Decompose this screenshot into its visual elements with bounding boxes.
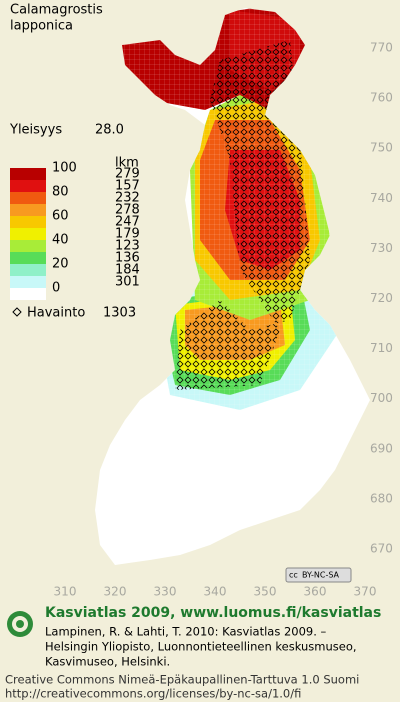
legend-scale-label: 40 bbox=[52, 233, 69, 248]
y-axis-label: 730 bbox=[370, 241, 393, 255]
y-axis-label: 750 bbox=[370, 141, 393, 155]
legend-count: 179 bbox=[115, 227, 140, 242]
x-axis-label: 340 bbox=[204, 585, 227, 599]
y-axis-label: 760 bbox=[370, 91, 393, 105]
citation-line: Lampinen, R. & Lahti, T. 2010: Kasviatla… bbox=[45, 625, 327, 639]
license-line: Creative Commons Nimeä-Epäkaupallinen-Ta… bbox=[5, 673, 359, 687]
y-axis-label: 690 bbox=[370, 441, 393, 455]
legend-count: 232 bbox=[115, 191, 140, 206]
x-axis-label: 360 bbox=[304, 585, 327, 599]
finland-map bbox=[95, 8, 370, 565]
legend-swatch bbox=[10, 204, 46, 216]
frequency-label: Yleisyys bbox=[9, 123, 62, 138]
y-axis-label: 770 bbox=[370, 41, 393, 55]
logo bbox=[7, 611, 33, 637]
legend-count: 136 bbox=[115, 251, 140, 266]
observations-label: Havainto bbox=[27, 306, 85, 321]
x-axis-label: 310 bbox=[54, 585, 77, 599]
title-line: lapponica bbox=[10, 19, 73, 34]
footer-heading: Kasviatlas 2009, www.luomus.fi/kasviatla… bbox=[45, 605, 381, 621]
legend-swatch bbox=[10, 276, 46, 288]
y-axis-label: 710 bbox=[370, 341, 393, 355]
license-line: http://creativecommons.org/licenses/by-n… bbox=[5, 687, 301, 701]
legend-count: 184 bbox=[115, 263, 140, 278]
x-axis-label: 330 bbox=[154, 585, 177, 599]
legend-count: 247 bbox=[115, 215, 140, 230]
frequency-value: 28.0 bbox=[95, 123, 124, 138]
legend-count: 279 bbox=[115, 167, 140, 182]
legend-count: 123 bbox=[115, 239, 140, 254]
axes: 770 760 750 740 730 720 710 700 690 680 670 310 320 3… bbox=[54, 41, 393, 599]
legend-swatch bbox=[10, 168, 46, 180]
y-axis-label: 720 bbox=[370, 291, 393, 305]
legend-swatch bbox=[10, 216, 46, 228]
count-header: lkm bbox=[115, 156, 139, 171]
citation-line: Kasvimuseo, Helsinki. bbox=[45, 655, 170, 669]
legend-count: 157 bbox=[115, 179, 140, 194]
y-axis-label: 700 bbox=[370, 391, 393, 405]
y-axis-label: 680 bbox=[370, 491, 393, 505]
legend-count: 278 bbox=[115, 203, 140, 218]
citation-line: Helsingin Yliopisto, Luonnontieteellinen… bbox=[45, 640, 357, 654]
legend-swatch bbox=[10, 240, 46, 252]
legend-count: 301 bbox=[115, 275, 140, 290]
y-axis-label: 740 bbox=[370, 191, 393, 205]
legend-swatch bbox=[10, 228, 46, 240]
legend-scale-label: 60 bbox=[52, 209, 69, 224]
x-axis-label: 320 bbox=[104, 585, 127, 599]
y-axis-label: 670 bbox=[370, 542, 393, 556]
license-badge-text: BY-NC-SA bbox=[302, 571, 340, 580]
license-badge bbox=[285, 567, 352, 583]
legend-swatch bbox=[10, 288, 46, 300]
title-line: Calamagrostis bbox=[10, 3, 103, 18]
legend-swatch bbox=[10, 192, 46, 204]
cc-mark: cc bbox=[289, 571, 298, 580]
x-axis-label: 350 bbox=[254, 585, 277, 599]
legend-scale-label: 80 bbox=[52, 185, 69, 200]
observations-count: 1303 bbox=[103, 306, 136, 321]
legend: 100 80 60 40 20 0 2791572322782471791231361843… bbox=[10, 161, 140, 300]
legend-swatch bbox=[10, 264, 46, 276]
x-axis-label: 370 bbox=[354, 585, 377, 599]
legend-scale-label: 0 bbox=[52, 281, 60, 296]
legend-swatch bbox=[10, 180, 46, 192]
legend-swatch bbox=[10, 252, 46, 264]
observation-marker bbox=[12, 307, 22, 317]
legend-scale-label: 100 bbox=[52, 161, 77, 176]
legend-scale-label: 20 bbox=[52, 257, 69, 272]
